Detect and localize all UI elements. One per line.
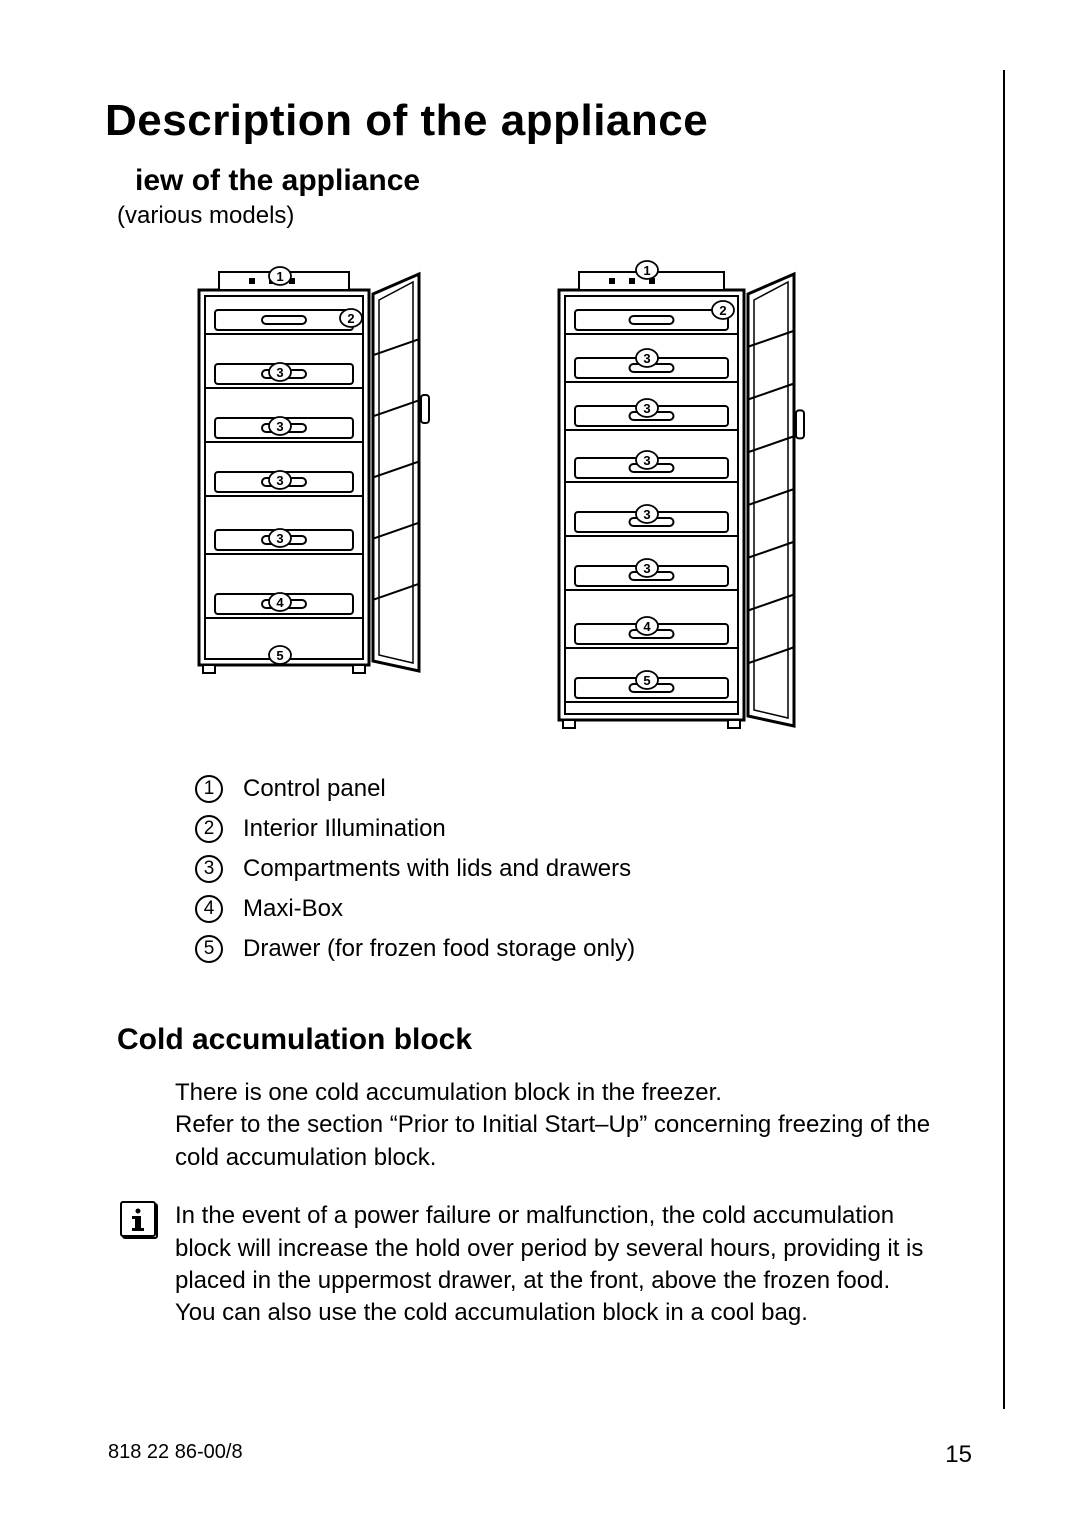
svg-text:3: 3 [276, 473, 283, 488]
legend-item: 3 Compartments with lids and drawers [195, 855, 948, 883]
svg-text:3: 3 [276, 419, 283, 434]
svg-text:2: 2 [347, 311, 354, 326]
legend-label: Drawer (for frozen food storage only) [243, 935, 635, 963]
para-line: Refer to the section “Prior to Initial S… [175, 1109, 948, 1174]
parts-legend: 1 Control panel 2 Interior Illumination 3 Com… [195, 775, 948, 963]
legend-label: Interior Illumination [243, 815, 446, 843]
legend-item: 1 Control panel [195, 775, 948, 803]
legend-item: 5 Drawer (for frozen food storage only) [195, 935, 948, 963]
legend-number: 1 [195, 775, 223, 803]
section-heading-cold: Cold accumulation block [117, 1023, 948, 1057]
svg-text:1: 1 [643, 263, 650, 278]
section-heading-view: iew of the appliance [135, 164, 948, 198]
page-number: 15 [945, 1441, 972, 1469]
svg-text:3: 3 [643, 561, 650, 576]
svg-text:3: 3 [276, 365, 283, 380]
legend-number: 5 [195, 935, 223, 963]
info-paragraph: In the event of a power failure or malfu… [175, 1200, 948, 1297]
page-title: Description of the appliance [105, 96, 948, 146]
legend-label: Control panel [243, 775, 386, 803]
svg-text:2: 2 [719, 303, 726, 318]
para-line: There is one cold accumulation block in … [175, 1077, 948, 1109]
svg-text:3: 3 [643, 507, 650, 522]
legend-label: Maxi-Box [243, 895, 343, 923]
svg-text:4: 4 [643, 619, 651, 634]
legend-label: Compartments with lids and drawers [243, 855, 631, 883]
svg-text:3: 3 [643, 401, 650, 416]
appliance-diagram-small: 1 2 3 3 3 3 4 5 [185, 250, 445, 680]
info-icon [119, 1200, 161, 1242]
info-block: In the event of a power failure or malfu… [119, 1200, 948, 1330]
legend-number: 4 [195, 895, 223, 923]
info-paragraph: You can also use the cold accumulation b… [175, 1297, 948, 1329]
footer-doc-number: 818 22 86-00/8 [108, 1441, 243, 1469]
svg-text:5: 5 [643, 673, 650, 688]
section-subtitle: (various models) [117, 202, 948, 230]
svg-text:3: 3 [643, 453, 650, 468]
appliance-diagrams: 1 2 3 3 3 3 4 5 1 2 3 3 3 3 3 4 5 [185, 250, 948, 735]
body-paragraph: There is one cold accumulation block in … [175, 1077, 948, 1174]
svg-text:4: 4 [276, 595, 284, 610]
appliance-diagram-large: 1 2 3 3 3 3 3 4 5 [545, 250, 835, 735]
svg-text:5: 5 [276, 648, 283, 663]
svg-text:3: 3 [643, 351, 650, 366]
legend-item: 2 Interior Illumination [195, 815, 948, 843]
legend-number: 2 [195, 815, 223, 843]
svg-text:3: 3 [276, 531, 283, 546]
legend-number: 3 [195, 855, 223, 883]
legend-item: 4 Maxi-Box [195, 895, 948, 923]
svg-text:1: 1 [276, 269, 283, 284]
